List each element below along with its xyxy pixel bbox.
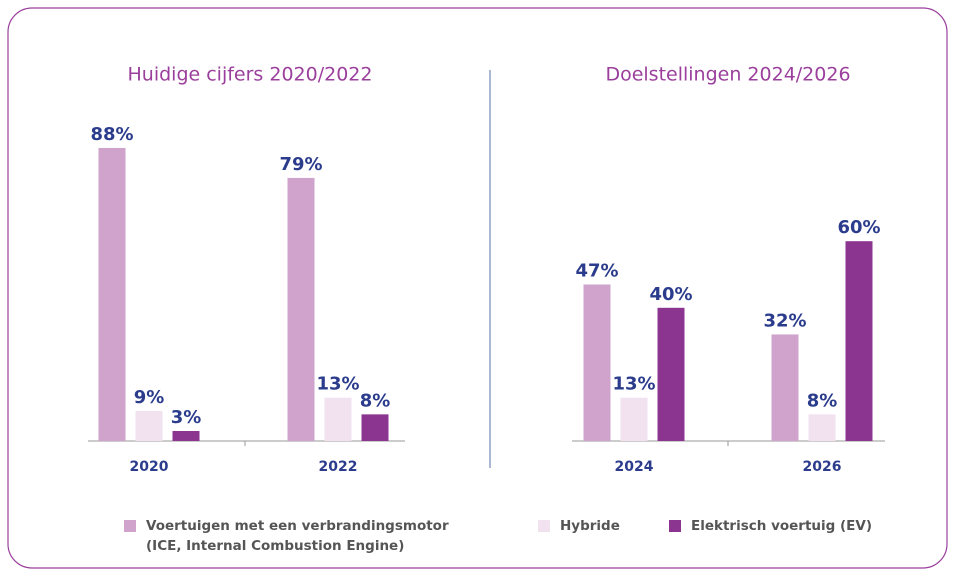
- bar: [361, 414, 389, 441]
- value-label: 13%: [612, 374, 655, 395]
- value-label: 47%: [575, 260, 618, 281]
- x-tick-label: 2020: [130, 459, 169, 475]
- frame: [7, 7, 948, 569]
- value-label: 13%: [316, 374, 359, 395]
- value-label: 9%: [134, 387, 165, 408]
- bar: [845, 241, 873, 441]
- x-tick-label: 2024: [615, 459, 654, 475]
- value-label: 32%: [763, 310, 806, 331]
- chart-title: Doelstellingen 2024/2026: [605, 64, 850, 86]
- x-tick-label: 2022: [319, 459, 358, 475]
- bar: [620, 397, 648, 441]
- legend-label: Elektrisch voertuig (EV): [691, 518, 873, 534]
- legend-item: Voertuigen met een verbrandingsmotor (IC…: [124, 516, 464, 556]
- legend-swatch: [538, 520, 550, 532]
- chart-title: Huidige cijfers 2020/2022: [128, 64, 373, 86]
- x-tick-label: 2026: [803, 459, 842, 475]
- value-label: 8%: [807, 390, 838, 411]
- value-label: 3%: [171, 407, 202, 428]
- bar: [583, 284, 611, 441]
- value-label: 88%: [90, 124, 133, 145]
- bar: [135, 411, 163, 441]
- legend-swatch: [124, 520, 136, 532]
- value-label: 60%: [837, 217, 880, 238]
- bar: [808, 414, 836, 441]
- value-label: 79%: [279, 154, 322, 175]
- bar: [657, 307, 685, 441]
- bar: [324, 397, 352, 441]
- legend-label: Hybride: [560, 518, 620, 534]
- legend-swatch: [669, 520, 681, 532]
- legend-item: Elektrisch voertuig (EV): [669, 516, 899, 536]
- value-label: 40%: [649, 284, 692, 305]
- bar: [172, 431, 200, 441]
- bar: [287, 177, 315, 441]
- legend-label: Voertuigen met een verbrandingsmotor (IC…: [146, 518, 449, 554]
- legend-item: Hybride: [538, 516, 658, 536]
- value-label: 8%: [360, 390, 391, 411]
- bar: [98, 147, 126, 441]
- bar: [771, 334, 799, 441]
